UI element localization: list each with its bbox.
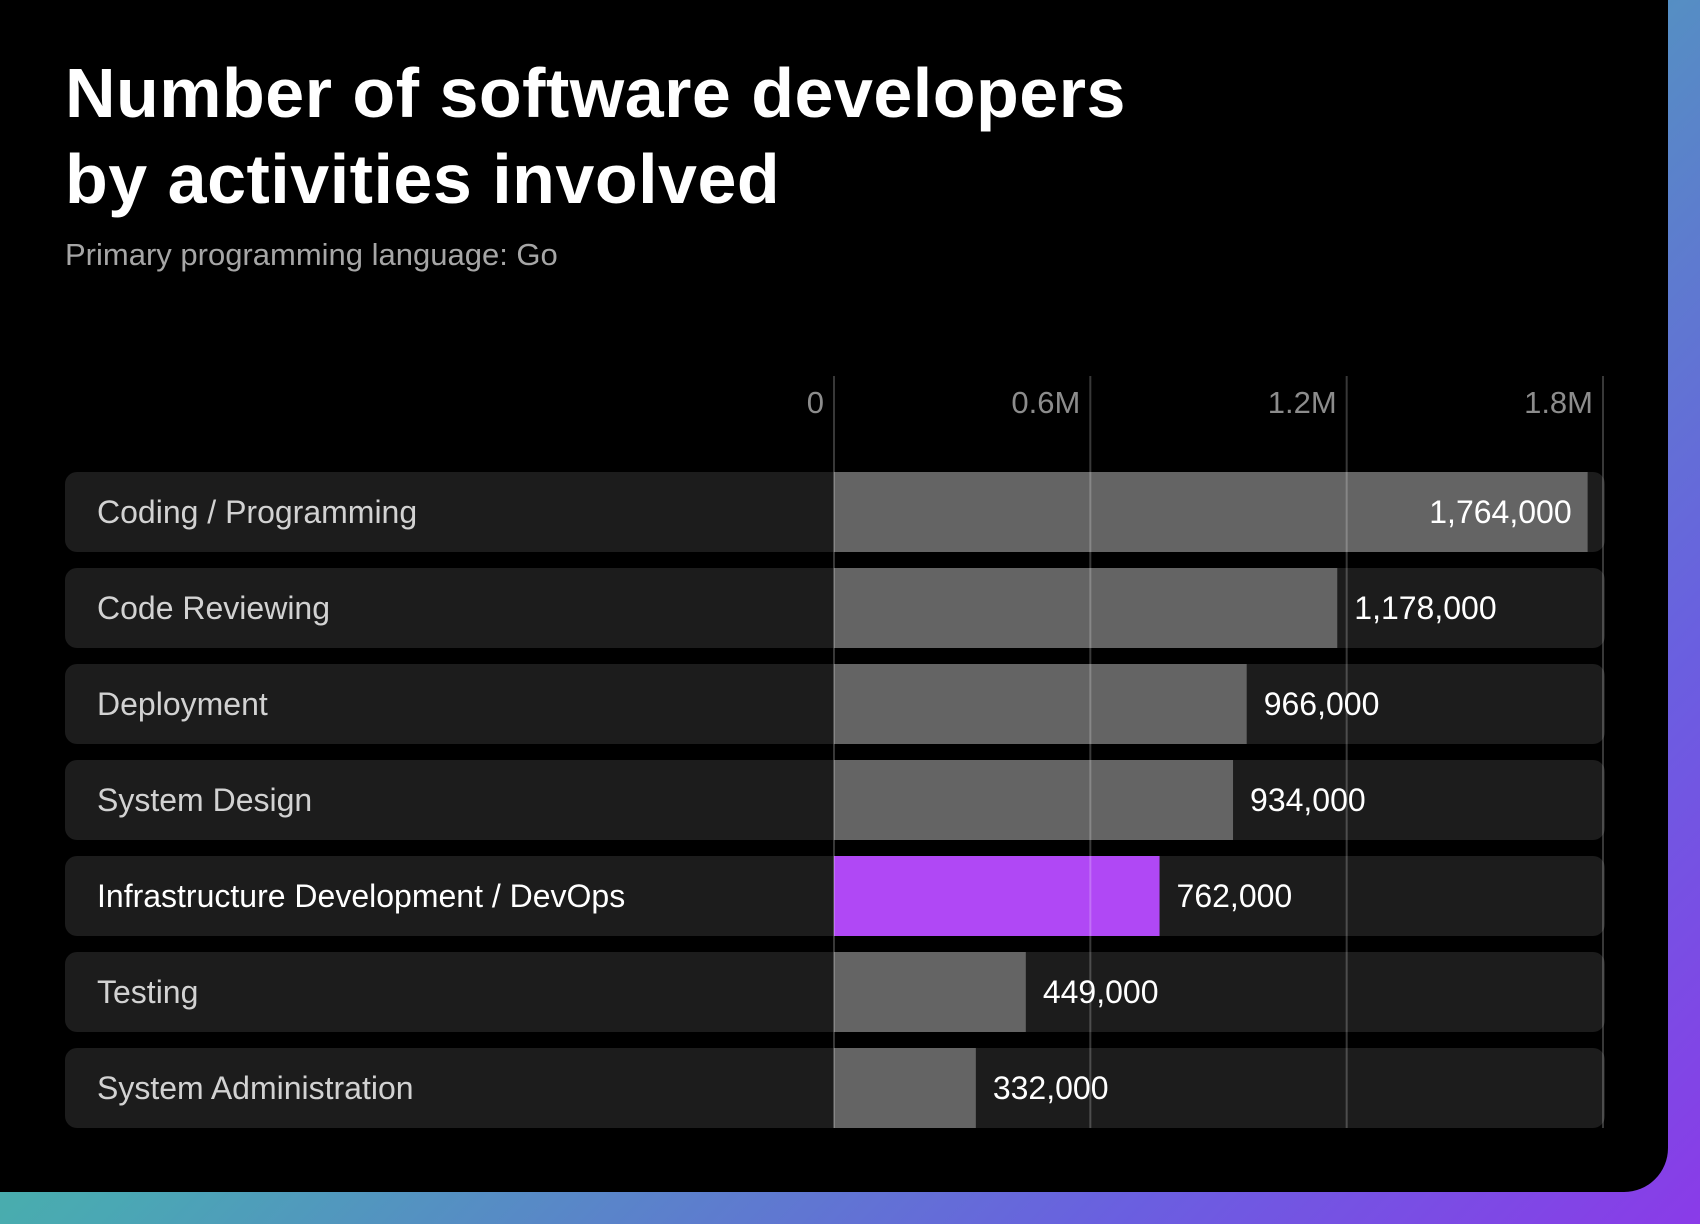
value-label: 966,000: [1264, 686, 1380, 722]
bar: [834, 568, 1338, 648]
bar-group: [834, 472, 1588, 1128]
highlighted-bar: [834, 856, 1160, 936]
value-label: 332,000: [993, 1070, 1109, 1106]
bar: [834, 952, 1026, 1032]
category-label: Deployment: [97, 686, 268, 722]
x-tick-label: 1.2M: [1268, 385, 1337, 420]
category-label: Testing: [97, 974, 198, 1010]
category-label: Code Reviewing: [97, 590, 330, 626]
category-label: Coding / Programming: [97, 494, 417, 530]
value-label: 1,764,000: [1429, 494, 1571, 530]
bar: [834, 664, 1247, 744]
chart-title-line-1: Number of software developers: [65, 54, 1126, 132]
value-label: 762,000: [1177, 878, 1293, 914]
chart-title-line-2: by activities involved: [65, 140, 781, 218]
chart-subtitle: Primary programming language: Go: [65, 237, 558, 272]
x-tick-label: 0.6M: [1011, 385, 1080, 420]
value-label: 449,000: [1043, 974, 1159, 1010]
category-label: Infrastructure Development / DevOps: [97, 878, 625, 914]
category-label: System Design: [97, 782, 312, 818]
value-label: 1,178,000: [1354, 590, 1496, 626]
x-tick-label: 0: [807, 385, 824, 420]
x-tick-label: 1.8M: [1524, 385, 1593, 420]
label-group: 0 0.6M 1.2M 1.8M Coding / Programming 1,764,0…: [97, 385, 1593, 1106]
gridline-group: [833, 376, 1604, 1128]
bar: [834, 1048, 976, 1128]
bar: [834, 472, 1588, 552]
bar: [834, 760, 1234, 840]
category-label: System Administration: [97, 1070, 414, 1106]
chart-title: Number of software developers by activit…: [65, 50, 1265, 222]
value-label: 934,000: [1250, 782, 1366, 818]
